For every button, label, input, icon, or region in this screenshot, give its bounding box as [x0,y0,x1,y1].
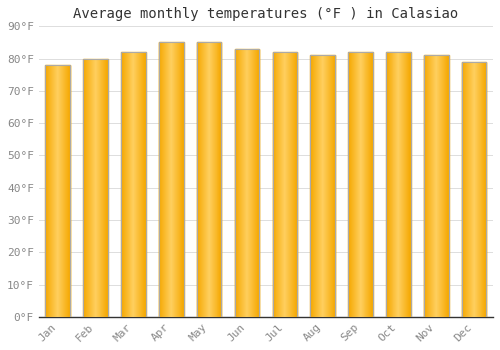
Bar [234,49,260,317]
Bar [197,42,222,317]
Bar [386,52,410,317]
Bar [121,52,146,317]
Bar [272,52,297,317]
Bar [310,55,335,317]
Bar [348,52,373,317]
Bar [424,55,448,317]
Bar [159,42,184,317]
Bar [84,58,108,317]
Bar [462,62,486,317]
Title: Average monthly temperatures (°F ) in Calasiao: Average monthly temperatures (°F ) in Ca… [74,7,458,21]
Bar [46,65,70,317]
